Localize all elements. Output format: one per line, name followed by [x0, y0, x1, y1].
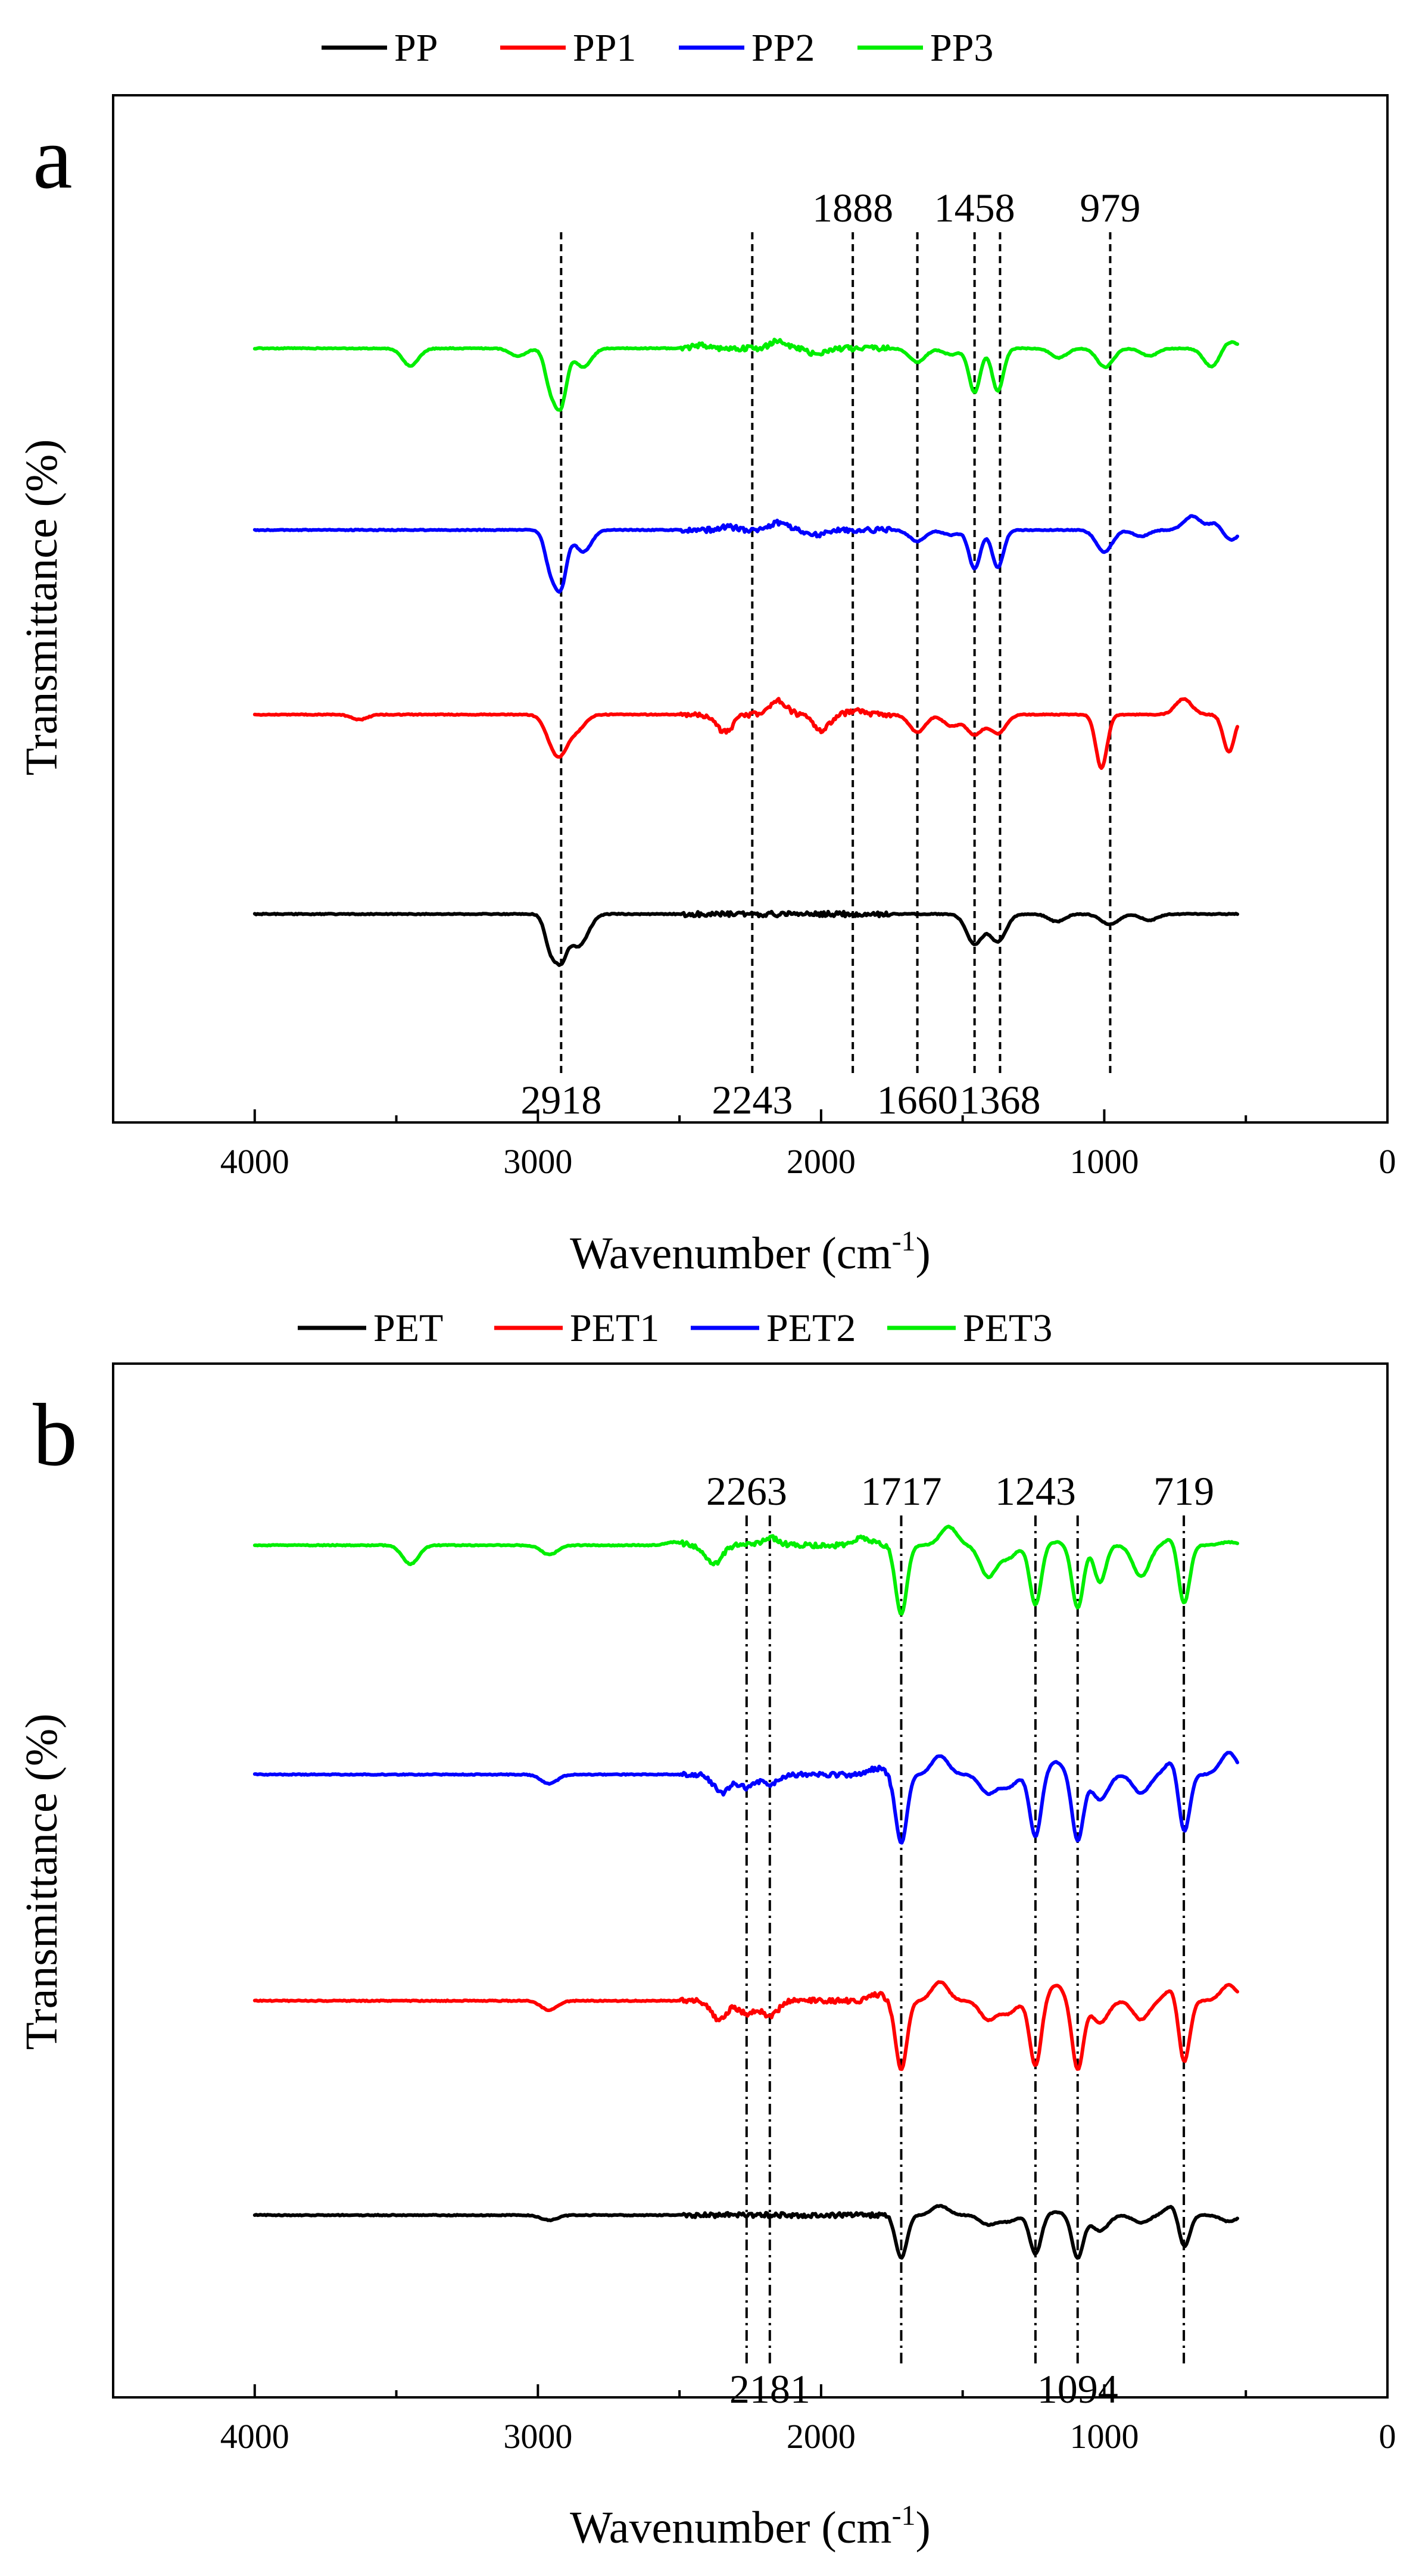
legend-label-pet1: PET1	[570, 1306, 659, 1350]
plot-frame	[112, 1362, 1389, 2399]
series-line-pp1	[252, 697, 1239, 770]
series-line-pet2	[252, 1751, 1239, 1845]
reference-label-1368: 1368	[959, 1077, 1040, 1122]
reference-label-1660: 1660	[877, 1077, 958, 1122]
x-tick-label: 1000	[1069, 2417, 1139, 2456]
legend-label-pp3: PP3	[930, 26, 993, 70]
reference-label-1243: 1243	[995, 1468, 1076, 1514]
series-line-pp2	[252, 514, 1239, 594]
x-tick-label: 1000	[1069, 1142, 1139, 1181]
reference-label-2181: 2181	[729, 2366, 810, 2412]
legend-label-pet: PET	[373, 1306, 443, 1350]
legend-label-pp2: PP2	[751, 26, 815, 70]
panel-a: PP PP1 PP2 PP3 a 4000 3000 2000 1000 0 Wavenumber …	[17, 26, 1396, 1278]
reference-label-719: 719	[1153, 1468, 1214, 1514]
x-tick-label: 0	[1379, 2417, 1396, 2456]
x-tick-label: 4000	[220, 1142, 289, 1181]
reference-label-979: 979	[1080, 185, 1140, 230]
x-axis-title: Wavenumber (cm-1)	[570, 2500, 931, 2553]
reference-label-2243: 2243	[712, 1077, 793, 1122]
reference-label-1458: 1458	[934, 185, 1015, 230]
reference-label-1094: 1094	[1037, 2366, 1118, 2412]
reference-label-2918: 2918	[520, 1077, 601, 1122]
reference-label-1717: 1717	[860, 1468, 941, 1514]
series-line-pet	[252, 2204, 1239, 2260]
legend-label-pp: PP	[394, 26, 438, 70]
x-axis-title: Wavenumber (cm-1)	[570, 1225, 931, 1278]
series-line-pet1	[252, 1980, 1239, 2071]
series-line-pet3	[252, 1524, 1239, 1616]
panel-label: a	[33, 108, 73, 207]
x-tick-label: 3000	[503, 2417, 572, 2456]
reference-label-1888: 1888	[812, 185, 893, 230]
x-tick-label: 2000	[787, 1142, 856, 1181]
reference-label-2263: 2263	[706, 1468, 787, 1514]
plot-frame	[112, 94, 1389, 1124]
y-axis-title: Transmittance (%)	[17, 1714, 67, 2050]
legend-label-pet3: PET3	[963, 1306, 1052, 1350]
x-tick-label: 4000	[220, 2417, 289, 2456]
x-tick-label: 2000	[787, 2417, 856, 2456]
legend-label-pp1: PP1	[573, 26, 636, 70]
x-tick-label: 3000	[503, 1142, 572, 1181]
panel-b: PET PET1 PET2 PET3 b 4000 3000 2000 1000 0 Wavenum…	[17, 1306, 1396, 2553]
series-line-pp3	[252, 338, 1239, 412]
panel-label: b	[33, 1386, 77, 1485]
series-line-pp	[252, 909, 1239, 967]
y-axis-title: Transmittance (%)	[17, 439, 67, 776]
x-tick-label: 0	[1379, 1142, 1396, 1181]
legend-label-pet2: PET2	[766, 1306, 856, 1350]
